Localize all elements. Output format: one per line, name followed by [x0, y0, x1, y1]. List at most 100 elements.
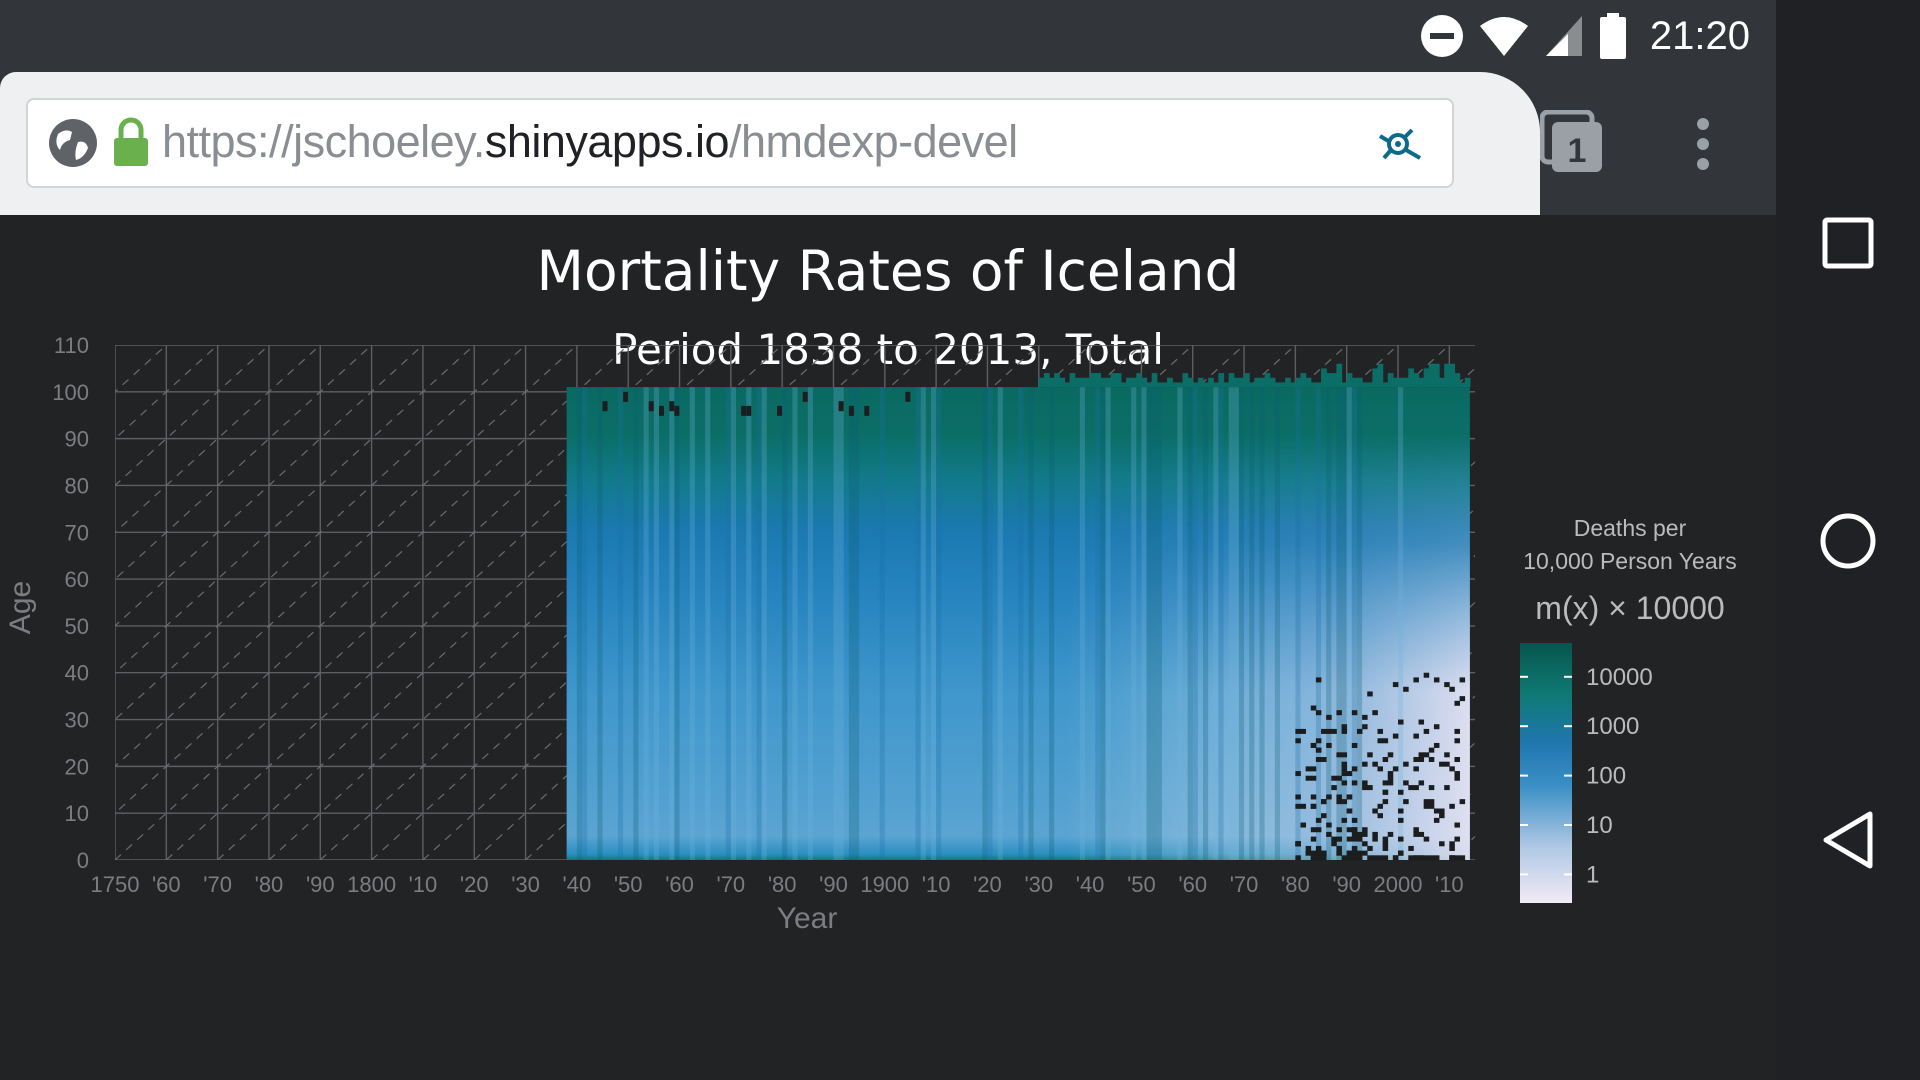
year-streak: [705, 387, 711, 860]
old-age-cell: [1054, 373, 1060, 388]
old-age-cell: [1305, 377, 1312, 388]
old-age-cell: [1459, 382, 1466, 388]
zero-death-cell: [1382, 855, 1389, 861]
lock-icon: [114, 117, 148, 166]
recents-icon[interactable]: [1822, 217, 1874, 269]
zero-death-cell: [1346, 794, 1353, 800]
zero-death-cell: [1310, 827, 1317, 833]
clock: 21:20: [1649, 13, 1750, 58]
cohort-line: [115, 345, 475, 674]
year-streak: [1100, 387, 1106, 860]
zero-death-cell: [1336, 775, 1342, 781]
zero-death-cell: [1336, 752, 1342, 758]
zero-death-cell: [1351, 855, 1358, 861]
address-bar[interactable]: https://jschoeley.shinyapps.io/hmdexp-de…: [26, 98, 1454, 188]
zero-death-cell: [1341, 728, 1348, 734]
zero-death-cell: [1377, 728, 1383, 734]
zero-death-cell: [1454, 728, 1460, 734]
zero-death-cell: [1300, 822, 1307, 828]
zero-death-cell: [1454, 855, 1460, 861]
old-age-cell: [1274, 382, 1281, 388]
zero-death-cell: [1367, 845, 1373, 851]
year-streak: [997, 387, 1003, 860]
zero-death-cell: [1454, 771, 1460, 777]
year-streak: [1326, 387, 1332, 860]
old-age-cell: [1126, 377, 1132, 388]
y-tick-label: 30: [65, 708, 89, 733]
zero-death-cell: [1403, 686, 1409, 692]
overflow-menu-icon[interactable]: [1690, 116, 1716, 172]
year-streak: [792, 387, 798, 860]
plot-axes: 1750 '60 '70 '80 '90 1800 '10 '20 '30 '40 '50 '60 '7…: [4, 333, 1464, 935]
old-age-cell: [1244, 373, 1250, 388]
zero-death-cell: [1433, 808, 1440, 814]
zero-death-cell: [1356, 831, 1363, 837]
tab-switcher-icon[interactable]: 1: [1539, 109, 1606, 176]
zero-death-cell: [1336, 799, 1342, 805]
back-icon[interactable]: [1820, 810, 1876, 870]
zero-death-cell: [1433, 817, 1440, 823]
site-settings-icon[interactable]: [1376, 122, 1424, 166]
zero-death-cell: [1315, 855, 1322, 861]
zero-death-cell: [1392, 733, 1399, 739]
year-streak: [730, 387, 736, 860]
zero-death-cell: [1408, 855, 1414, 861]
zero-death-cell: [1413, 766, 1419, 772]
zero-death-cell: [1454, 700, 1460, 706]
browser-toolbar: https://jschoeley.shinyapps.io/hmdexp-de…: [0, 72, 1776, 215]
zero-death-cell: [1428, 855, 1435, 861]
old-age-cell: [1321, 368, 1327, 388]
year-streak: [1213, 387, 1219, 860]
zero-death-cell: [1428, 747, 1435, 753]
zero-death-cell: [1341, 771, 1348, 777]
old-age-cell: [1064, 382, 1071, 388]
zero-death-cell: [1449, 686, 1455, 692]
zero-death-cell: [1351, 710, 1358, 716]
y-tick-label: 50: [65, 614, 89, 639]
year-streak: [746, 387, 752, 860]
year-streak: [725, 387, 731, 860]
zero-death-cell: [1362, 761, 1368, 767]
old-age-cell: [1249, 382, 1255, 388]
old-age-cell: [1449, 363, 1456, 388]
legend-colorbar: [1520, 643, 1572, 903]
cohort-line: [115, 345, 219, 440]
year-streak: [1105, 387, 1111, 860]
home-icon[interactable]: [1819, 512, 1877, 570]
zero-death-cell: [1392, 855, 1399, 861]
zero-death-cell: [659, 405, 664, 416]
old-age-cell: [1300, 373, 1307, 388]
old-age-cell: [1285, 377, 1291, 388]
x-tick-label: 1800: [347, 872, 396, 897]
old-age-cell: [1331, 373, 1338, 388]
old-age-cell: [1120, 382, 1127, 388]
zero-death-cell: [1377, 855, 1383, 861]
legend-tick-label: 10: [1586, 812, 1613, 839]
zero-death-cell: [1315, 827, 1322, 833]
zero-death-cell: [1321, 813, 1327, 819]
zero-death-cell: [1362, 827, 1368, 833]
zero-death-cell: [1449, 845, 1455, 851]
old-age-cell: [1238, 377, 1245, 388]
x-tick-label: '60: [152, 872, 181, 897]
zero-death-cell: [1305, 766, 1312, 772]
zero-death-cell: [1356, 836, 1363, 842]
zero-death-cell: [1387, 752, 1394, 758]
url-text[interactable]: https://jschoeley.shinyapps.io/hmdexp-de…: [162, 116, 1018, 168]
zero-death-cell: [1326, 714, 1332, 720]
year-streak: [1346, 387, 1352, 860]
zero-death-cell: [1315, 845, 1322, 851]
mortality-heatmap: 1750'60'70'80'90 1800'10'20'30'40'50'60'7…: [4, 333, 1653, 935]
old-age-cell: [1167, 377, 1173, 388]
x-tick-label: '20: [973, 872, 1002, 897]
year-streak: [689, 387, 695, 860]
zero-death-cell: [1341, 855, 1348, 861]
zero-death-cell: [1418, 831, 1425, 837]
old-age-cell: [1228, 373, 1235, 388]
zero-death-cell: [1372, 808, 1378, 814]
zero-death-cell: [1351, 742, 1358, 748]
zero-death-cell: [838, 401, 844, 412]
zero-death-cell: [1418, 719, 1425, 725]
year-streak: [674, 387, 680, 860]
x-tick-label: '30: [1024, 872, 1053, 897]
